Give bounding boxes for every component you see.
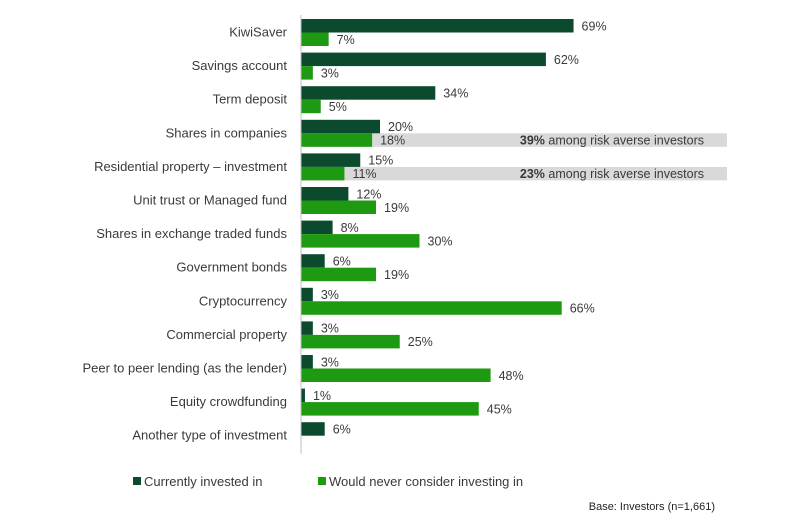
bar-currently-invested [301,355,313,369]
legend-swatch-never-consider [318,477,326,485]
annotation-band-0 [301,133,727,147]
value-label-currently-invested: 3% [321,288,339,302]
bar-currently-invested [301,254,325,268]
bar-never-consider [301,368,491,382]
category-label: Unit trust or Managed fund [133,193,287,208]
legend-label-currently-invested: Currently invested in [144,474,263,489]
legend-label-never-consider: Would never consider investing in [329,474,523,489]
category-label: Peer to peer lending (as the lender) [82,361,287,376]
value-label-never-consider: 5% [329,100,347,114]
value-label-currently-invested: 3% [321,355,339,369]
bar-currently-invested [301,220,333,235]
value-label-currently-invested: 34% [443,86,468,100]
bar-never-consider [301,66,313,80]
annotation-text-0: 39% among risk averse investors [520,134,704,148]
category-label: Commercial property [166,327,287,342]
value-label-never-consider: 19% [384,268,409,282]
value-label-currently-invested: 6% [333,422,351,436]
bar-never-consider [301,200,377,214]
bar-currently-invested [301,388,305,403]
value-label-currently-invested: 8% [341,221,359,235]
annotation-bold-value: 39% [520,134,545,148]
annotation-bands [301,133,727,181]
value-label-never-consider: 30% [428,234,453,248]
bar-currently-invested [301,287,313,302]
value-label-currently-invested: 20% [388,120,413,134]
value-label-never-consider: 25% [408,335,433,349]
value-label-never-consider: 7% [337,33,355,47]
bar-currently-invested [301,19,574,33]
annotation-bold-value: 23% [520,167,545,181]
category-label: Savings account [192,58,288,73]
bar-currently-invested [301,86,436,100]
value-label-currently-invested: 6% [333,254,351,268]
bar-never-consider [301,301,562,315]
value-label-currently-invested: 15% [368,154,393,168]
category-label: Residential property – investment [94,159,287,174]
bar-never-consider [301,267,377,282]
annotation-band-1 [301,166,727,181]
bar-never-consider [301,402,479,416]
value-label-never-consider: 66% [570,302,595,316]
category-label: Government bonds [176,260,287,275]
bar-currently-invested [301,153,361,167]
value-label-currently-invested: 1% [313,389,331,403]
bar-currently-invested [301,187,349,201]
bar-currently-invested [301,52,546,67]
bar-currently-invested [301,422,325,436]
bar-never-consider [301,32,329,46]
value-label-never-consider: 18% [380,134,405,148]
legend-swatch-currently-invested [133,477,141,485]
bar-never-consider [301,133,373,147]
value-label-currently-invested: 3% [321,322,339,336]
value-label-never-consider: 48% [499,369,524,383]
category-label: Shares in exchange traded funds [96,226,287,241]
annotation-description: among risk averse investors [545,167,704,181]
bar-never-consider [301,166,345,181]
bars [301,19,574,436]
bar-never-consider [301,334,400,349]
category-label: Shares in companies [166,125,288,140]
base-note: Base: Investors (n=1,661) [589,501,715,513]
value-label-currently-invested: 62% [554,53,579,67]
category-label: Another type of investment [132,428,287,443]
category-label: Cryptocurrency [199,293,288,308]
legend: Currently invested in Would never conside… [133,474,523,489]
category-label: Equity crowdfunding [170,394,287,409]
bar-never-consider [301,99,321,114]
category-labels: KiwiSaver Savings account Term deposit Shar… [82,25,287,443]
bar-currently-invested [301,321,313,335]
annotation-description: among risk averse investors [545,134,704,148]
annotation-text-1: 23% among risk averse investors [520,167,704,181]
category-label: KiwiSaver [229,25,287,40]
value-label-never-consider: 19% [384,201,409,215]
bar-currently-invested [301,119,380,134]
value-label-never-consider: 3% [321,66,339,80]
value-label-never-consider: 11% [352,167,376,181]
category-label: Term deposit [213,92,288,107]
value-label-currently-invested: 12% [356,187,381,201]
value-label-never-consider: 45% [487,402,512,416]
bar-never-consider [301,234,420,248]
value-labels: 69%7%62%3%34%5%20%18%15%11%12%19%8%30%6%… [313,19,607,436]
value-label-currently-invested: 69% [582,19,607,33]
